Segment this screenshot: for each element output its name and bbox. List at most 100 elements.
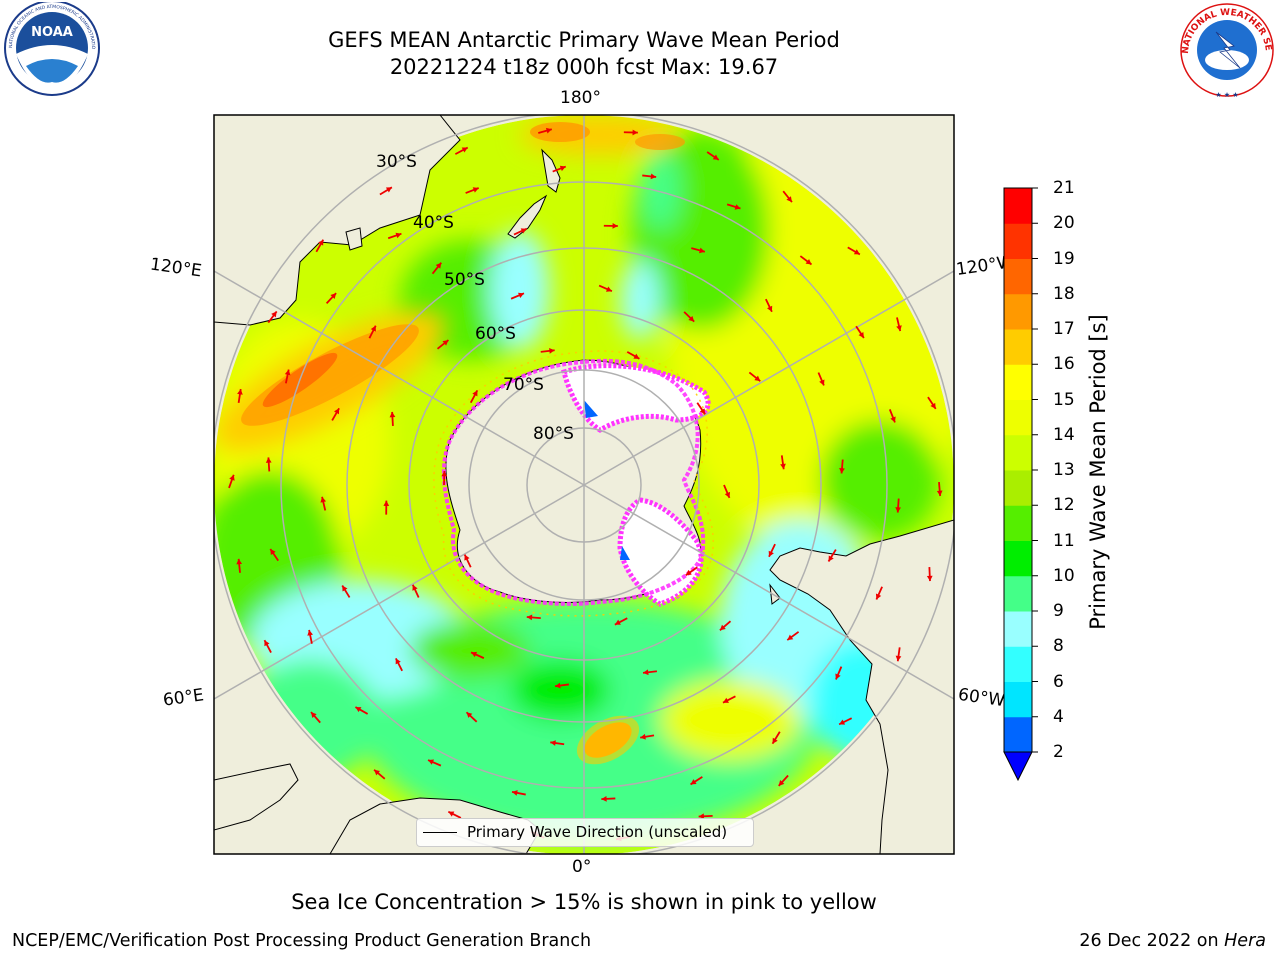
direction-arrow-head <box>395 658 401 665</box>
direction-arrow-head <box>229 474 235 481</box>
colorbar-segment <box>1004 540 1032 577</box>
colorbar-segment <box>1004 399 1032 436</box>
direction-arrow-head <box>559 165 566 172</box>
colorbar-segment <box>1004 329 1032 365</box>
direction-arrow-head <box>688 315 695 322</box>
direction-arrow-head <box>853 249 860 255</box>
direction-arrow-head <box>786 196 792 203</box>
direction-arrow-head <box>461 147 468 153</box>
colorbar-tick-label: 21 <box>1053 178 1075 198</box>
direction-arrow-head <box>270 549 276 556</box>
direction-arrow-head <box>435 262 442 269</box>
direction-arrow-head <box>734 204 741 210</box>
direction-arrow-head <box>472 390 478 397</box>
direction-arrow-head <box>512 790 518 796</box>
direction-arrow-head <box>265 457 272 463</box>
direction-arrow-head <box>839 719 846 725</box>
colorbar-tick-label: 2 <box>1053 742 1064 762</box>
direction-arrow-head <box>839 467 845 474</box>
direction-arrow-head <box>605 286 612 292</box>
direction-arrow-head <box>699 408 706 415</box>
direction-arrow-head <box>719 624 726 631</box>
direction-arrow-head <box>526 614 533 621</box>
direction-arrow-head <box>819 379 825 386</box>
direction-arrow-head <box>466 712 473 718</box>
direction-arrow-head <box>780 463 786 470</box>
lat-label-70s: 70°S <box>503 375 544 395</box>
direction-arrow-head <box>311 712 317 718</box>
colorbar-tick-label: 8 <box>1053 636 1064 657</box>
direction-arrow-head <box>264 640 270 647</box>
direction-arrow-head <box>601 796 607 802</box>
colorbar <box>1003 187 1038 782</box>
lat-label-50s: 50°S <box>444 270 485 290</box>
direction-arrow-head <box>545 127 552 134</box>
direction-arrow-head <box>699 247 705 254</box>
colorbar-tick-label: 14 <box>1053 424 1075 445</box>
lat-label-40s: 40°S <box>413 213 454 233</box>
direction-arrow-head <box>236 558 243 565</box>
direction-arrow-head <box>448 811 455 817</box>
legend-line-sample <box>423 832 457 833</box>
colorbar-segment <box>1004 364 1032 400</box>
direction-arrow-head <box>614 619 621 625</box>
direction-arrow-head <box>370 325 376 332</box>
colorbar-tick-label: 15 <box>1053 389 1075 410</box>
colorbar-segment <box>1004 188 1032 224</box>
direction-arrow-head <box>936 490 943 497</box>
colorbar-segment <box>1004 611 1032 647</box>
direction-arrow-head <box>383 500 390 506</box>
direction-arrow-head <box>643 669 649 676</box>
legend: Primary Wave Direction (unscaled) <box>416 818 754 847</box>
direction-arrow-head <box>633 353 640 359</box>
lat-label-60s: 60°S <box>475 324 516 344</box>
direction-arrow-head <box>464 554 470 561</box>
colorbar-tick-label: 16 <box>1053 354 1075 375</box>
direction-arrow-head <box>875 593 882 600</box>
footer-host: Hera <box>1224 931 1266 951</box>
sea-ice <box>433 350 714 617</box>
direction-arrow-head <box>698 813 705 820</box>
direction-arrow-head <box>550 740 556 746</box>
footer-date: 26 Dec 2022 on Hera <box>1079 931 1266 951</box>
direction-arrow-head <box>690 779 697 785</box>
direction-arrow-head <box>805 259 812 265</box>
colorbar-segment <box>1004 681 1032 718</box>
direction-arrow-head <box>787 634 794 641</box>
direction-arrow-head <box>724 491 731 498</box>
graticule <box>214 115 954 854</box>
direction-arrow-head <box>712 154 719 160</box>
direction-arrow-head <box>355 707 362 713</box>
direction-arrow-head <box>895 655 902 662</box>
direction-arrow-head <box>754 375 761 382</box>
direction-arrow-head <box>895 507 901 513</box>
colorbar-tick-label: 9 <box>1053 601 1064 621</box>
svg-text:NOAA: NOAA <box>31 25 73 40</box>
colorbar-label: Primary Wave Mean Period [s] <box>1086 314 1110 630</box>
direction-arrow-head <box>890 416 896 423</box>
direction-arrow-head <box>835 673 841 680</box>
colorbar-tick-label: 11 <box>1053 530 1075 551</box>
colorbar-segment <box>1004 470 1032 506</box>
direction-arrow-head <box>330 293 337 299</box>
direction-arrow-head <box>896 325 902 332</box>
direction-arrow-head <box>428 759 435 765</box>
direction-arrow-head <box>685 569 692 576</box>
colorbar-segment <box>1004 716 1032 753</box>
direction-arrow-head <box>389 411 396 418</box>
colorbar-tick-label: 12 <box>1053 495 1075 516</box>
direction-arrow-head <box>778 780 785 786</box>
colorbar-tick-label: 6 <box>1053 671 1064 692</box>
direction-arrow-head <box>612 223 618 229</box>
lat-label-80s: 80°S <box>533 424 574 444</box>
colorbar-segment <box>1004 505 1032 541</box>
sea-ice-caption: Sea Ice Concentration > 15% is shown in … <box>291 890 877 914</box>
direction-arrow-head <box>284 369 291 376</box>
colorbar-segment <box>1004 223 1032 259</box>
colorbar-tick-label: 18 <box>1053 283 1075 304</box>
colorbar-segment <box>1004 258 1032 295</box>
direction-arrow-head <box>471 651 478 658</box>
direction-arrow-head <box>412 584 418 591</box>
colorbar-segment <box>1004 434 1032 471</box>
svg-text:★ ★ ★: ★ ★ ★ <box>1215 91 1238 99</box>
